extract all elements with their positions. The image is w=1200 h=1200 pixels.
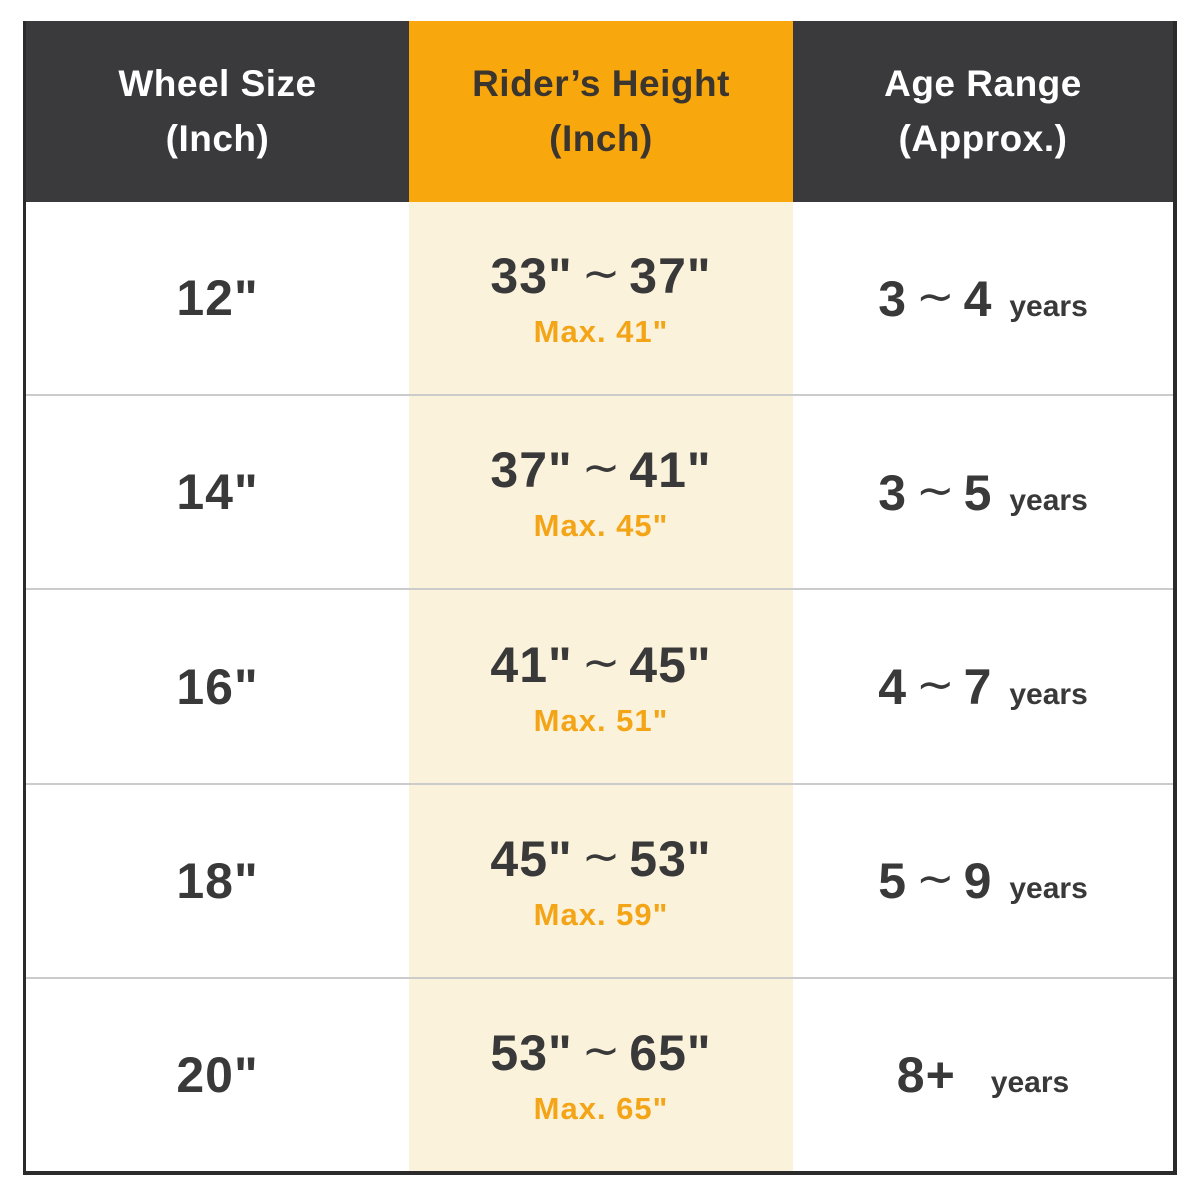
- age-from: 3: [878, 270, 908, 327]
- table-row: 14" 37" ∼ 41" Max. 45" 3 ∼ 5 years: [26, 394, 1173, 589]
- height-range: 53" ∼ 65": [490, 1023, 711, 1082]
- height-max-note: Max. 59": [533, 896, 669, 932]
- age-range-cell: 8+ years: [793, 979, 1173, 1171]
- age-range: 4 ∼ 7 years: [878, 657, 1088, 716]
- rider-height-cell: 41" ∼ 45" Max. 51": [409, 590, 793, 783]
- age-to: 5: [963, 464, 993, 521]
- tilde-separator: ∼: [581, 247, 621, 300]
- wheel-size-cell: 20": [26, 979, 409, 1171]
- age-unit: years: [990, 1065, 1070, 1099]
- age-from: 3: [878, 464, 908, 521]
- header-wheel-size-unit: (Inch): [165, 117, 270, 159]
- rider-height-cell: 53" ∼ 65" Max. 65": [409, 978, 793, 1172]
- header-rider-height-title: Rider’s Height: [472, 62, 730, 104]
- table-row: 16" 41" ∼ 45" Max. 51" 4 ∼ 7 years: [26, 588, 1173, 783]
- height-range: 45" ∼ 53": [490, 829, 711, 888]
- age-range: 8+ years: [897, 1046, 1069, 1104]
- age-from: 5: [878, 853, 908, 910]
- tilde-separator: ∼: [916, 852, 955, 905]
- bike-size-table: Wheel Size (Inch) Rider’s Height (Inch) …: [23, 21, 1177, 1175]
- height-max: 37": [629, 248, 712, 305]
- wheel-size-cell: 18": [26, 785, 409, 977]
- height-max: 65": [629, 1024, 712, 1081]
- height-max-note: Max. 41": [533, 314, 669, 350]
- wheel-size-value: 12": [176, 270, 259, 327]
- table-row: 20" 53" ∼ 65" Max. 65" 8+ years: [26, 976, 1173, 1172]
- height-max: 41": [629, 442, 712, 499]
- age-to: 9: [963, 853, 993, 910]
- height-min: 41": [490, 636, 573, 693]
- table-header-row: Wheel Size (Inch) Rider’s Height (Inch) …: [26, 21, 1173, 202]
- wheel-size-cell: 12": [26, 202, 409, 394]
- rider-height-cell: 45" ∼ 53" Max. 59": [409, 784, 793, 977]
- height-min: 45": [490, 830, 573, 887]
- age-range-cell: 3 ∼ 5 years: [793, 396, 1173, 588]
- height-min: 37": [490, 442, 573, 499]
- height-max: 45": [629, 636, 712, 693]
- wheel-size-value: 20": [176, 1046, 259, 1103]
- header-wheel-size: Wheel Size (Inch): [26, 21, 409, 202]
- wheel-size-value: 14": [176, 464, 259, 521]
- height-min: 33": [490, 248, 573, 305]
- height-range: 41" ∼ 45": [490, 635, 711, 694]
- age-from: 4: [878, 659, 908, 715]
- tilde-separator: ∼: [581, 829, 621, 882]
- header-rider-height-unit: (Inch): [549, 117, 653, 159]
- age-unit: years: [1009, 483, 1088, 517]
- header-age-range-title: Age Range: [884, 62, 1082, 104]
- wheel-size-value: 18": [176, 852, 259, 909]
- age-from: 8+: [896, 1046, 956, 1103]
- tilde-separator: ∼: [916, 658, 955, 710]
- height-range: 37" ∼ 41": [490, 440, 711, 499]
- age-to: 7: [963, 659, 993, 715]
- tilde-separator: ∼: [916, 463, 955, 516]
- header-age-range: Age Range (Approx.): [793, 21, 1173, 202]
- age-range: 3 ∼ 4 years: [878, 269, 1088, 328]
- age-unit: years: [1009, 678, 1088, 711]
- height-range: 33" ∼ 37": [490, 246, 711, 305]
- wheel-size-cell: 14": [26, 396, 409, 588]
- rider-height-cell: 37" ∼ 41" Max. 45": [409, 396, 793, 589]
- height-min: 53": [490, 1024, 573, 1081]
- tilde-separator: ∼: [581, 635, 621, 688]
- header-rider-height: Rider’s Height (Inch): [409, 21, 793, 202]
- age-range-cell: 3 ∼ 4 years: [793, 202, 1173, 394]
- header-wheel-size-title: Wheel Size: [118, 62, 317, 104]
- age-range: 3 ∼ 5 years: [878, 463, 1088, 522]
- height-max-note: Max. 65": [533, 1090, 669, 1126]
- header-age-range-unit: (Approx.): [898, 117, 1068, 159]
- table-row: 12" 33" ∼ 37" Max. 41" 3 ∼ 4 years: [26, 202, 1173, 395]
- age-range-cell: 4 ∼ 7 years: [793, 590, 1173, 782]
- age-range: 5 ∼ 9 years: [878, 851, 1088, 910]
- age-to: 4: [963, 270, 993, 327]
- wheel-size-value: 16": [176, 658, 259, 715]
- rider-height-cell: 33" ∼ 37" Max. 41": [409, 202, 793, 395]
- table-row: 18" 45" ∼ 53" Max. 59" 5 ∼ 9 years: [26, 782, 1173, 977]
- age-unit: years: [1009, 872, 1088, 906]
- height-max-note: Max. 45": [533, 508, 669, 544]
- tilde-separator: ∼: [581, 441, 621, 494]
- height-max: 53": [629, 830, 712, 887]
- height-max-note: Max. 51": [533, 702, 669, 738]
- wheel-size-cell: 16": [26, 590, 409, 782]
- tilde-separator: ∼: [581, 1023, 621, 1076]
- tilde-separator: ∼: [916, 269, 955, 322]
- age-unit: years: [1009, 289, 1088, 323]
- age-range-cell: 5 ∼ 9 years: [793, 785, 1173, 977]
